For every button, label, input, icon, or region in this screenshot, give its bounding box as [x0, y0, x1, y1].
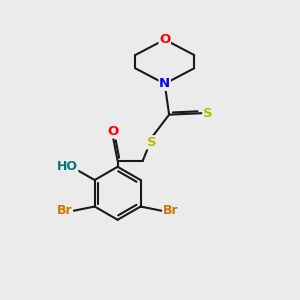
Text: O: O	[159, 33, 170, 46]
Text: O: O	[108, 125, 119, 138]
Text: HO: HO	[57, 160, 78, 173]
Text: S: S	[203, 107, 213, 120]
Text: N: N	[159, 77, 170, 90]
Text: Br: Br	[163, 204, 178, 217]
Text: S: S	[147, 136, 156, 149]
Text: Br: Br	[57, 204, 72, 217]
